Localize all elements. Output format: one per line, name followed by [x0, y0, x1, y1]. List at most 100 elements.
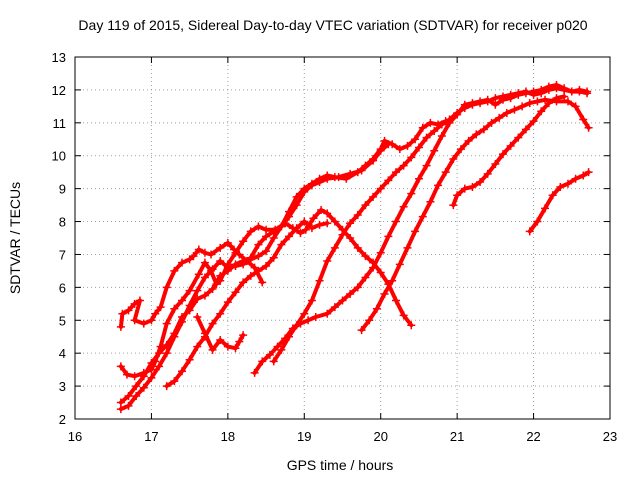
data-point	[571, 102, 580, 111]
data-point	[277, 240, 286, 249]
data-point	[468, 100, 477, 109]
data-point	[223, 263, 232, 272]
data-point	[361, 252, 370, 261]
data-point	[185, 286, 194, 295]
x-tick-label: 21	[450, 429, 464, 444]
data-point	[353, 283, 362, 292]
series-arc-11	[525, 168, 593, 236]
data-point	[346, 289, 355, 298]
data-point	[277, 345, 286, 354]
data-point	[285, 332, 293, 341]
series-line	[451, 94, 567, 208]
data-point	[395, 260, 404, 269]
data-point	[269, 253, 278, 262]
data-point	[552, 84, 561, 93]
series-line	[118, 119, 448, 405]
data-point	[476, 99, 485, 108]
plot-frame	[74, 56, 611, 420]
data-point	[361, 201, 370, 210]
data-point	[369, 192, 378, 201]
data-point	[178, 317, 186, 326]
data-point	[369, 156, 378, 165]
data-point	[338, 230, 347, 239]
data-point	[155, 349, 164, 358]
data-point	[453, 108, 462, 117]
data-point	[437, 120, 446, 129]
data-point	[384, 140, 393, 149]
data-point	[170, 332, 179, 341]
data-point	[357, 326, 366, 335]
data-point	[147, 359, 156, 368]
data-point	[178, 367, 186, 376]
data-point	[384, 176, 393, 185]
data-point	[194, 270, 203, 279]
data-point	[525, 227, 534, 236]
data-point	[510, 105, 519, 114]
y-tick-label: 4	[59, 346, 66, 361]
y-tick-label: 6	[59, 280, 66, 295]
y-tick-label: 3	[59, 379, 66, 394]
data-point	[223, 298, 232, 307]
data-point	[434, 181, 443, 190]
x-tick-label: 18	[221, 429, 235, 444]
data-point	[170, 377, 179, 386]
data-point	[254, 266, 263, 275]
data-point	[548, 191, 557, 200]
data-point	[411, 227, 420, 236]
data-point	[514, 89, 523, 98]
data-point	[193, 286, 202, 295]
data-point	[392, 217, 400, 226]
data-point	[407, 153, 416, 162]
data-point	[521, 87, 530, 96]
data-point	[544, 85, 553, 94]
data-point	[207, 250, 216, 259]
data-point	[130, 372, 139, 381]
data-point	[239, 278, 248, 287]
data-point	[208, 319, 217, 328]
x-tick-label: 20	[373, 429, 387, 444]
data-point	[499, 150, 507, 159]
data-point	[414, 143, 423, 152]
data-series	[116, 80, 593, 414]
data-point	[254, 252, 263, 261]
data-point	[151, 309, 160, 318]
data-point	[178, 258, 186, 267]
data-point	[514, 133, 523, 142]
y-tick-label: 10	[52, 149, 66, 164]
data-point	[584, 123, 593, 132]
series-arc-7	[250, 80, 592, 377]
data-point	[250, 368, 259, 377]
data-point	[392, 296, 400, 305]
data-point	[139, 319, 148, 328]
data-point	[529, 90, 538, 99]
data-point	[472, 130, 481, 139]
data-point	[533, 217, 542, 226]
data-point	[403, 141, 412, 150]
data-point	[301, 225, 310, 234]
data-point	[162, 283, 171, 292]
data-point	[441, 168, 450, 177]
data-point	[518, 102, 527, 111]
y-tick-label: 2	[59, 412, 66, 427]
data-point	[246, 253, 255, 262]
series-arc-1	[116, 238, 267, 331]
data-point	[376, 184, 385, 193]
data-point	[231, 261, 240, 270]
series-arc-4	[116, 140, 393, 414]
data-point	[323, 257, 332, 266]
data-point	[361, 273, 370, 282]
data-point	[239, 331, 248, 340]
data-point	[185, 355, 194, 364]
data-point	[277, 222, 286, 231]
data-point	[338, 296, 347, 305]
data-point	[506, 141, 515, 150]
data-point	[506, 90, 515, 99]
data-point	[254, 222, 263, 231]
y-tick-label: 5	[59, 313, 66, 328]
data-point	[262, 261, 271, 270]
data-point	[556, 182, 565, 191]
data-point	[307, 296, 316, 305]
data-point	[323, 209, 332, 218]
data-point	[571, 174, 580, 183]
data-point	[456, 145, 465, 154]
